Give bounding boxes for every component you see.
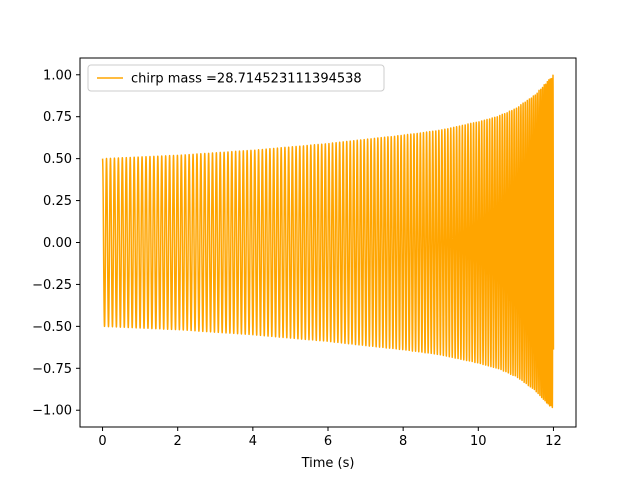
legend-entry-label: chirp mass =28.714523111394538 — [131, 72, 362, 87]
x-tick-label: 2 — [174, 434, 182, 449]
y-axis-ticks: −1.00 −0.75 −0.50 −0.25 0.00 0.25 0.50 0.75 1.00 — [32, 68, 80, 419]
x-tick-label: 4 — [249, 434, 257, 449]
x-tick-label: 12 — [545, 434, 562, 449]
x-tick-label: 10 — [470, 434, 487, 449]
legend: chirp mass =28.714523111394538 — [87, 64, 385, 92]
x-tick-label: 8 — [399, 434, 407, 449]
legend-box — [87, 64, 385, 92]
y-tick-label: 1.00 — [43, 68, 72, 83]
plot-area — [79, 57, 577, 428]
x-axis-label: Time (s) — [301, 456, 355, 471]
y-tick-label: 0.50 — [43, 152, 72, 167]
x-tick-label: 0 — [98, 434, 106, 449]
y-tick-label: −0.75 — [32, 362, 72, 377]
y-tick-label: −0.25 — [32, 278, 72, 293]
y-tick-label: −0.50 — [32, 320, 72, 335]
series-line — [101, 74, 555, 409]
x-axis-ticks: 0 2 4 6 8 10 12 — [98, 427, 562, 449]
y-tick-label: 0.75 — [43, 110, 72, 125]
x-tick-label: 6 — [324, 434, 332, 449]
series-layer — [101, 74, 555, 409]
y-tick-label: −1.00 — [32, 404, 72, 419]
y-tick-label: 0.00 — [43, 236, 72, 251]
y-tick-label: 0.25 — [43, 194, 72, 209]
